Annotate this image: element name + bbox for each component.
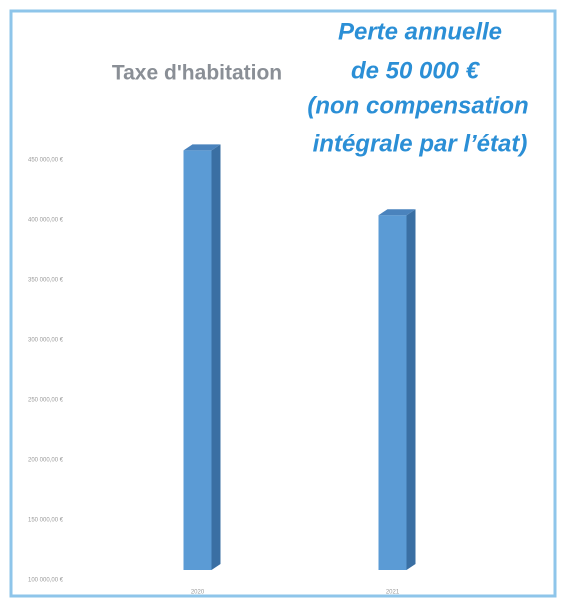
bar — [183, 144, 221, 570]
y-tick-label: 200 000,00 € — [28, 458, 64, 464]
bar-front — [378, 215, 407, 570]
annotation-line: de 50 000 € — [351, 57, 481, 84]
annotation-line: (non compensation — [307, 92, 528, 119]
y-tick-label: 300 000,00 € — [28, 338, 64, 344]
y-tick-label: 350 000,00 € — [28, 278, 64, 284]
bar-side — [211, 144, 221, 570]
bar-front — [183, 150, 212, 570]
frame — [9, 9, 557, 598]
bar-top — [378, 209, 416, 216]
chart-title: Taxe d'habitation — [112, 62, 282, 85]
annotation-line: Perte annuelle — [338, 18, 502, 45]
y-tick-label: 100 000,00 € — [28, 578, 64, 584]
x-tick-label: 2020 — [191, 590, 205, 596]
y-tick-label: 250 000,00 € — [28, 398, 64, 404]
y-tick-label: 150 000,00 € — [28, 518, 64, 524]
y-tick-label: 400 000,00 € — [28, 218, 64, 224]
annotation: Perte annuelle de 50 000 € (non compensati… — [307, 18, 528, 157]
annotation-line: intégrale par l’état) — [313, 130, 528, 157]
y-tick-label: 450 000,00 € — [28, 158, 64, 164]
x-tick-label: 2021 — [386, 590, 400, 596]
bar-top — [183, 144, 221, 151]
bar — [378, 209, 416, 570]
bar-side — [406, 209, 416, 570]
